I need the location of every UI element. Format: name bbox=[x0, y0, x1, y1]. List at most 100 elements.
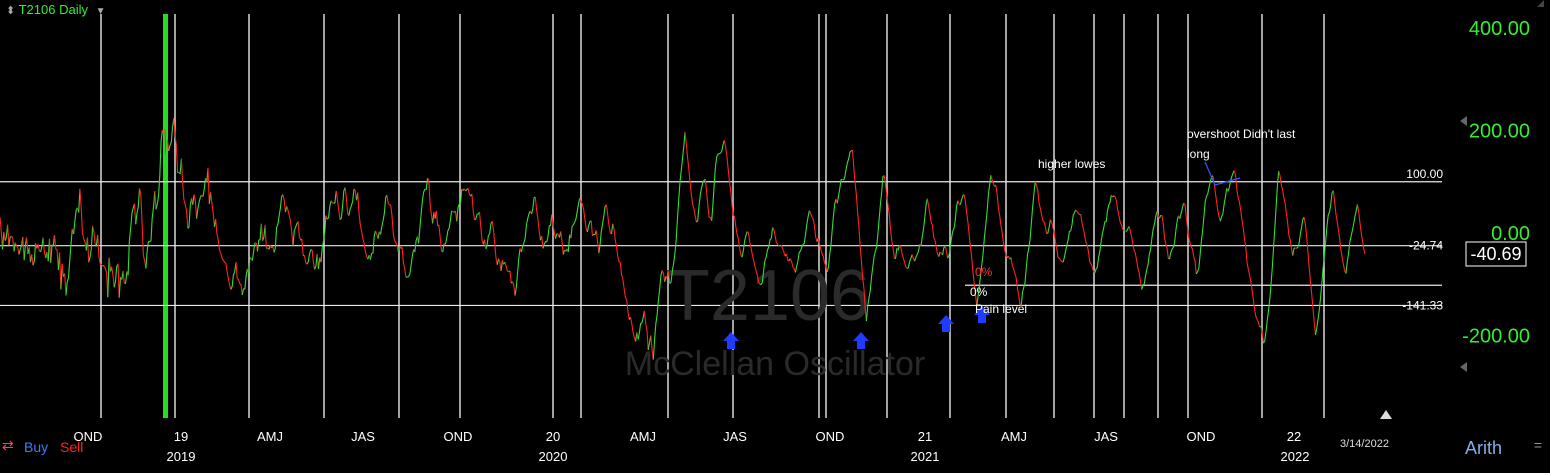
series-line-segment bbox=[88, 226, 94, 263]
annotation-text: Pain level bbox=[975, 302, 1027, 316]
series-line-segment bbox=[780, 245, 786, 257]
x-tick-label: AMJ bbox=[1001, 429, 1027, 444]
series-line-segment bbox=[911, 254, 916, 262]
series-line-segment bbox=[478, 211, 484, 245]
series-line-segment bbox=[380, 194, 388, 235]
buy-arrow-icon bbox=[938, 315, 954, 332]
series-line-segment bbox=[942, 245, 946, 256]
current-value-badge: -40.69 bbox=[1465, 241, 1527, 267]
series-line-segment bbox=[187, 198, 193, 229]
scale-mode-button[interactable]: Arith bbox=[1464, 438, 1502, 458]
series-line-segment bbox=[1263, 170, 1280, 344]
series-line-segment bbox=[118, 277, 122, 298]
series-line-segment bbox=[456, 188, 463, 222]
series-line-segment bbox=[1062, 209, 1077, 263]
buy-arrow-icon bbox=[723, 332, 739, 349]
sell-button[interactable]: Sell bbox=[60, 439, 84, 455]
series-line-segment bbox=[50, 235, 56, 263]
series-line-segment bbox=[180, 158, 189, 229]
series-line-segment bbox=[405, 249, 415, 278]
series-line-segment bbox=[1080, 214, 1096, 274]
series-line-segment bbox=[944, 245, 949, 259]
series-line-segment bbox=[306, 249, 313, 265]
menu-icon[interactable]: = bbox=[1533, 437, 1542, 453]
buy-button[interactable]: Buy bbox=[24, 439, 49, 455]
series-line-segment bbox=[210, 191, 215, 227]
series-line-segment bbox=[401, 247, 407, 278]
series-line-segment bbox=[500, 260, 503, 271]
series-line-segment bbox=[311, 249, 316, 270]
series-line-segment bbox=[10, 235, 15, 252]
series-line-segment bbox=[785, 253, 790, 262]
series-line-segment bbox=[1356, 204, 1366, 255]
series-line-segment bbox=[4, 224, 9, 241]
series-line-segment bbox=[418, 188, 426, 244]
series-line-segment bbox=[60, 263, 63, 290]
series-line-segment bbox=[301, 239, 304, 256]
x-tick-label: JAS bbox=[351, 429, 375, 444]
series-line-segment bbox=[303, 255, 308, 265]
watermark-title: T2106 bbox=[666, 256, 870, 336]
horizontal-level-lines bbox=[0, 181, 1442, 307]
annotation-text: 0% bbox=[970, 285, 988, 299]
x-tick-label: OND bbox=[74, 429, 103, 444]
series-line-segment bbox=[427, 177, 434, 224]
x-tick-label: AMJ bbox=[257, 429, 283, 444]
series-line-segment bbox=[438, 225, 444, 253]
series-line-segment bbox=[711, 140, 725, 221]
chevron-down-icon[interactable]: ▼ bbox=[95, 6, 106, 17]
series-line-segment bbox=[629, 316, 637, 342]
series-line-segment bbox=[990, 174, 996, 187]
series-line-segment bbox=[344, 187, 350, 216]
series-line-segment bbox=[1233, 170, 1261, 327]
series-line-segment bbox=[704, 179, 713, 221]
series-line-segment bbox=[7, 224, 10, 246]
series-line-segment bbox=[661, 270, 666, 282]
series-line-segment bbox=[598, 204, 607, 254]
series-line-segment bbox=[107, 257, 110, 298]
series-line-segment bbox=[541, 236, 544, 249]
scale-handle-icon[interactable] bbox=[1460, 362, 1467, 372]
x-tick-label: AMJ bbox=[630, 429, 656, 444]
series-line-segment bbox=[286, 206, 294, 246]
series-line-segment bbox=[1049, 219, 1064, 263]
series-line-segment bbox=[330, 200, 334, 204]
series-line-segment bbox=[534, 197, 541, 241]
series-line-segment bbox=[1113, 195, 1125, 232]
annotation-text: overshoot Didn't last bbox=[1187, 127, 1296, 141]
series-line-segment bbox=[1160, 214, 1169, 259]
series-line-segment bbox=[509, 270, 512, 284]
series-line-segment bbox=[173, 118, 179, 173]
series-line-segment bbox=[650, 335, 654, 360]
series-line-segment bbox=[256, 223, 262, 252]
annotation-arrow bbox=[1204, 161, 1241, 186]
level-label: 100.00 bbox=[1406, 167, 1443, 181]
series-line-segment bbox=[555, 233, 558, 239]
series-line-segment bbox=[138, 188, 147, 269]
up-down-arrow-icon[interactable]: ⬍ bbox=[6, 5, 16, 17]
series-line-segment bbox=[414, 236, 418, 253]
series-line-segment bbox=[31, 254, 34, 266]
series-line-segment bbox=[520, 210, 531, 253]
scroll-up-icon[interactable] bbox=[1380, 410, 1392, 419]
symbol-header[interactable]: ⬍ T2106 Daily ▼ bbox=[6, 2, 106, 17]
series-line-segment bbox=[789, 258, 796, 273]
refresh-icon[interactable]: ⇄ bbox=[2, 437, 14, 453]
series-line-segment bbox=[1179, 203, 1185, 219]
series-line-segment bbox=[883, 175, 895, 259]
series-line-segment bbox=[145, 190, 156, 269]
series-line-segment bbox=[484, 239, 487, 249]
series-line-segment bbox=[836, 178, 843, 204]
buy-markers bbox=[723, 306, 990, 349]
x-tick-label: JAS bbox=[1094, 429, 1118, 444]
scale-handle-icon[interactable] bbox=[1460, 116, 1467, 126]
oscillator-series bbox=[0, 118, 1366, 360]
series-line-segment bbox=[86, 237, 90, 263]
series-line-segment bbox=[397, 246, 401, 253]
series-line-segment bbox=[451, 210, 455, 213]
series-line-segment bbox=[808, 210, 818, 242]
series-line-segment bbox=[637, 310, 645, 340]
vertical-gridlines bbox=[100, 14, 1325, 418]
series-line-segment bbox=[920, 198, 928, 246]
series-line-segment bbox=[108, 257, 111, 272]
